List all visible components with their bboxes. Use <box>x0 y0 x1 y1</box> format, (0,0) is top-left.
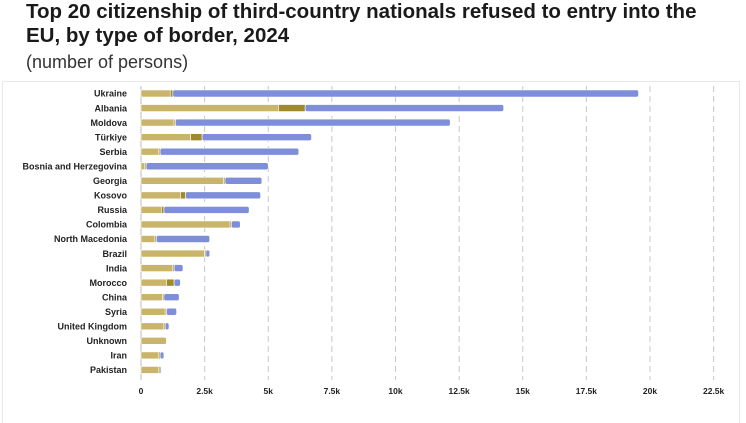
bar-segment[interactable] <box>201 133 312 141</box>
bar-segment[interactable] <box>161 206 165 214</box>
x-tick-label: 7.5k <box>324 386 341 396</box>
x-tick-label: 10k <box>388 386 402 396</box>
category-label: India <box>106 263 128 273</box>
bar-segment[interactable] <box>163 206 250 214</box>
bar-segment[interactable] <box>205 249 211 258</box>
bar-segment[interactable] <box>159 366 162 374</box>
x-tick-label: 20k <box>643 386 657 396</box>
x-tick-label: 5k <box>264 386 274 396</box>
bar-segment[interactable] <box>140 162 146 171</box>
bar-segment[interactable] <box>140 206 162 214</box>
chart-frame <box>2 81 740 423</box>
chart-title: Top 20 citizenship of third-country nati… <box>26 0 697 47</box>
bar-segment[interactable] <box>180 191 186 200</box>
x-tick-label: 22.5k <box>703 386 725 396</box>
bar-segment[interactable] <box>190 133 203 141</box>
bar-segment[interactable] <box>140 351 160 360</box>
category-label: Ukraine <box>94 89 127 99</box>
bar-segment[interactable] <box>140 337 167 345</box>
bar-segment[interactable] <box>172 89 639 98</box>
bar-segment[interactable] <box>159 351 165 360</box>
bar-segment[interactable] <box>173 278 181 287</box>
category-label: Pakistan <box>90 365 127 375</box>
bar-segment[interactable] <box>140 235 156 243</box>
x-tick-label: 17.5k <box>576 386 598 396</box>
category-label: Moldova <box>90 118 127 128</box>
bar-segment[interactable] <box>163 293 180 302</box>
category-label: Bosnia and Herzegovina <box>22 161 128 171</box>
category-label: Kosovo <box>94 191 128 201</box>
category-label: Morocco <box>89 278 127 288</box>
category-label: China <box>102 292 128 302</box>
bar-segment[interactable] <box>164 322 170 331</box>
bar-segment[interactable] <box>140 220 231 229</box>
bar-segment[interactable] <box>140 177 225 185</box>
bar-segment[interactable] <box>140 293 163 302</box>
bar-segment[interactable] <box>304 104 504 112</box>
bar-segment[interactable] <box>224 177 263 185</box>
bar-segment[interactable] <box>155 235 211 243</box>
x-tick-label: 0 <box>139 386 144 396</box>
bar-segment[interactable] <box>140 322 165 331</box>
bar-segment[interactable] <box>140 249 205 258</box>
bar-segment[interactable] <box>185 191 261 200</box>
bar-segment[interactable] <box>140 133 191 141</box>
bar-segment[interactable] <box>166 278 175 287</box>
category-label: Unknown <box>87 336 128 346</box>
bar-segment[interactable] <box>278 104 306 112</box>
bar-segment[interactable] <box>231 220 241 229</box>
bar-segment[interactable] <box>169 89 174 98</box>
category-label: Russia <box>97 205 128 215</box>
category-label: Syria <box>105 307 128 317</box>
bar-segment[interactable] <box>173 264 184 272</box>
category-label: Colombia <box>86 220 128 230</box>
category-label: Türkiye <box>95 132 127 142</box>
bar-segment[interactable] <box>159 147 300 156</box>
category-label: North Macedonia <box>54 234 128 244</box>
bar-segment[interactable] <box>175 118 451 127</box>
x-tick-label: 15k <box>516 386 530 396</box>
bar-segment[interactable] <box>140 307 166 316</box>
bar-segment[interactable] <box>145 162 269 171</box>
chart-subtitle: (number of persons) <box>26 52 189 72</box>
category-label: Brazil <box>102 249 127 259</box>
category-label: Serbia <box>99 147 128 157</box>
category-label: Albania <box>94 103 128 113</box>
bar-segment[interactable] <box>140 264 174 272</box>
x-tick-label: 2.5k <box>196 386 213 396</box>
x-tick-label: 12.5k <box>448 386 470 396</box>
bar-segment[interactable] <box>140 147 160 156</box>
category-label: United Kingdom <box>58 322 128 332</box>
bar-segment[interactable] <box>166 307 177 316</box>
category-label: Georgia <box>93 176 128 186</box>
bar-segment[interactable] <box>140 104 279 112</box>
category-label: Iran <box>110 351 127 361</box>
bar-segment[interactable] <box>140 118 175 127</box>
bar-segment[interactable] <box>140 278 167 287</box>
bar-segment[interactable] <box>140 89 171 98</box>
bar-segment[interactable] <box>140 191 181 200</box>
bar-segment[interactable] <box>140 366 160 374</box>
